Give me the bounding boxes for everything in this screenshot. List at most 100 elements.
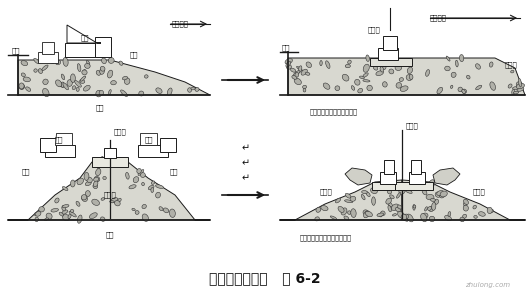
- Ellipse shape: [463, 205, 468, 211]
- Text: 在堤顶轴线分别向两侧抛填石: 在堤顶轴线分别向两侧抛填石: [300, 235, 352, 241]
- Ellipse shape: [46, 213, 52, 219]
- Ellipse shape: [326, 61, 330, 68]
- Ellipse shape: [140, 173, 145, 178]
- Ellipse shape: [135, 211, 139, 214]
- Text: ↵: ↵: [242, 143, 250, 153]
- Ellipse shape: [107, 70, 113, 78]
- Ellipse shape: [345, 65, 350, 68]
- Ellipse shape: [403, 183, 407, 186]
- Ellipse shape: [61, 82, 64, 87]
- Bar: [138, 145, 168, 157]
- Ellipse shape: [427, 207, 432, 210]
- Ellipse shape: [100, 217, 105, 221]
- Ellipse shape: [77, 178, 83, 185]
- Ellipse shape: [516, 83, 525, 89]
- Ellipse shape: [519, 78, 521, 87]
- Ellipse shape: [290, 68, 296, 72]
- Ellipse shape: [380, 63, 386, 70]
- Ellipse shape: [456, 60, 458, 67]
- Ellipse shape: [118, 198, 121, 202]
- Bar: [383, 36, 397, 50]
- Ellipse shape: [71, 74, 75, 82]
- Text: 汽车: 汽车: [145, 137, 153, 143]
- Ellipse shape: [490, 82, 495, 90]
- Polygon shape: [433, 168, 460, 185]
- Ellipse shape: [93, 177, 99, 181]
- Ellipse shape: [43, 79, 48, 85]
- Ellipse shape: [393, 182, 397, 187]
- Ellipse shape: [366, 55, 370, 61]
- Ellipse shape: [462, 89, 467, 93]
- Ellipse shape: [112, 160, 115, 163]
- Ellipse shape: [407, 67, 413, 74]
- Ellipse shape: [42, 89, 49, 97]
- Bar: [378, 48, 398, 60]
- Ellipse shape: [341, 208, 347, 215]
- Ellipse shape: [292, 75, 297, 79]
- Ellipse shape: [108, 90, 111, 94]
- Ellipse shape: [389, 69, 394, 74]
- Text: 汽车: 汽车: [55, 137, 64, 143]
- Ellipse shape: [68, 214, 71, 219]
- Ellipse shape: [401, 216, 408, 221]
- Ellipse shape: [372, 197, 375, 205]
- Ellipse shape: [96, 70, 100, 75]
- Ellipse shape: [437, 87, 443, 94]
- Ellipse shape: [167, 88, 172, 95]
- Ellipse shape: [467, 75, 470, 79]
- Text: 套心石: 套心石: [320, 189, 333, 195]
- Ellipse shape: [407, 214, 413, 222]
- Ellipse shape: [377, 213, 384, 216]
- Ellipse shape: [138, 170, 144, 176]
- Ellipse shape: [20, 85, 24, 89]
- Ellipse shape: [516, 81, 522, 86]
- Ellipse shape: [19, 83, 24, 89]
- Ellipse shape: [425, 207, 427, 211]
- Ellipse shape: [84, 173, 89, 180]
- Ellipse shape: [101, 156, 104, 163]
- Ellipse shape: [348, 60, 351, 64]
- Ellipse shape: [129, 185, 136, 189]
- Ellipse shape: [71, 180, 75, 187]
- Bar: [42, 42, 54, 54]
- Ellipse shape: [371, 188, 378, 194]
- Ellipse shape: [348, 211, 351, 214]
- Ellipse shape: [511, 70, 514, 73]
- Ellipse shape: [444, 215, 451, 221]
- Polygon shape: [18, 60, 210, 95]
- Ellipse shape: [23, 77, 30, 82]
- Ellipse shape: [366, 211, 370, 216]
- Ellipse shape: [387, 201, 392, 207]
- Ellipse shape: [62, 205, 66, 211]
- Ellipse shape: [387, 189, 392, 194]
- Ellipse shape: [34, 58, 39, 64]
- Ellipse shape: [286, 61, 290, 67]
- Ellipse shape: [363, 73, 368, 77]
- Polygon shape: [402, 180, 525, 220]
- Ellipse shape: [335, 86, 340, 91]
- Ellipse shape: [293, 71, 300, 77]
- Ellipse shape: [344, 216, 349, 220]
- Ellipse shape: [137, 168, 141, 173]
- Ellipse shape: [474, 215, 477, 218]
- Ellipse shape: [345, 200, 353, 203]
- Ellipse shape: [142, 205, 147, 209]
- Ellipse shape: [133, 177, 139, 183]
- Ellipse shape: [108, 57, 114, 63]
- Ellipse shape: [305, 72, 310, 75]
- Ellipse shape: [89, 213, 97, 219]
- Ellipse shape: [306, 62, 312, 67]
- Ellipse shape: [320, 60, 322, 66]
- Bar: [411, 160, 421, 174]
- Ellipse shape: [35, 213, 37, 216]
- Ellipse shape: [72, 86, 75, 90]
- Ellipse shape: [295, 73, 299, 77]
- Ellipse shape: [59, 83, 65, 87]
- Ellipse shape: [392, 186, 399, 190]
- Polygon shape: [280, 180, 402, 220]
- Ellipse shape: [323, 83, 330, 89]
- Ellipse shape: [103, 176, 106, 180]
- Ellipse shape: [25, 87, 31, 91]
- Ellipse shape: [513, 91, 519, 94]
- Ellipse shape: [408, 184, 416, 189]
